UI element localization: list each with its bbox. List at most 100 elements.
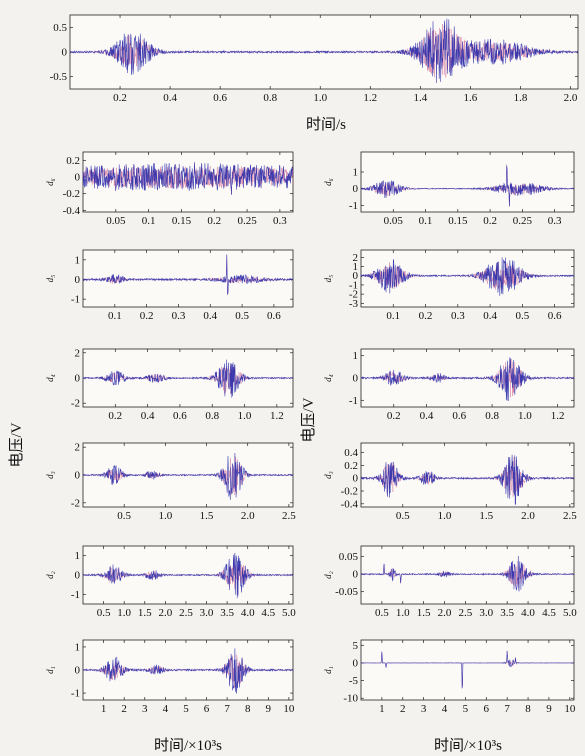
x-tick-label: 0.3 [451, 310, 465, 322]
y-tick-label: -5 [349, 675, 359, 687]
x-tick-label: 0.6 [173, 410, 187, 422]
y-tick-label: -0.4 [341, 498, 359, 510]
panel-y-label: d₂ [323, 571, 333, 579]
x-tick-label: 0.2 [419, 310, 433, 322]
x-tick-label: 2.5 [563, 510, 577, 522]
x-tick-label: 0.6 [452, 410, 466, 422]
signal-line [360, 165, 575, 207]
x-tick-label: 1.0 [518, 410, 532, 422]
y-tick-label: -0.2 [341, 486, 358, 498]
y-tick-label: 1 [353, 261, 359, 273]
x-tick-label: 0.2 [483, 215, 497, 227]
x-tick-label: 0.05 [384, 215, 404, 227]
signal-line [82, 254, 294, 295]
x-tick-label: 5 [463, 703, 469, 715]
y-tick-label: 0.2 [344, 460, 358, 472]
y-tick-label: -0.5 [50, 71, 68, 83]
y-tick-label: 1 [353, 350, 359, 362]
y-tick-label: 2 [353, 252, 359, 264]
x-tick-label: 10 [283, 703, 295, 715]
panel-R1: 0.05 0.1 0.15 0.2 0.25 0.3 1 0 -1 d₆ [323, 151, 575, 227]
y-tick-label: -1 [71, 589, 80, 601]
x-tick-label: 5.0 [282, 607, 296, 619]
plot-frame [360, 151, 575, 213]
x-tick-label: 0.4 [420, 410, 434, 422]
x-tick-label: 2.0 [438, 607, 452, 619]
signal-line [360, 454, 575, 505]
x-tick-label: 8 [525, 703, 531, 715]
x-tick-label: 1.0 [117, 607, 131, 619]
y-tick-label: -2 [349, 289, 358, 301]
x-tick-label: 1.5 [138, 607, 152, 619]
panel-y-label: d₅ [45, 275, 55, 283]
x-tick-label: 0.8 [485, 410, 499, 422]
signal-overlay-line [82, 164, 294, 195]
left-y-axis-title: 电压/V [8, 422, 25, 467]
y-tick-label: 0.2 [66, 155, 80, 167]
x-tick-label: 3.5 [220, 607, 234, 619]
x-tick-label: 0.4 [483, 310, 497, 322]
y-tick-label: 1 [353, 167, 359, 179]
y-tick-label: 1 [75, 550, 81, 562]
x-tick-label: 0.2 [387, 410, 401, 422]
x-tick-label: 4 [163, 703, 169, 715]
x-tick-label: 3.0 [200, 607, 214, 619]
y-tick-label: 2 [75, 442, 81, 454]
x-tick-label: 3.0 [479, 607, 493, 619]
y-tick-label: 1 [75, 254, 81, 266]
x-tick-label: 4.5 [542, 607, 556, 619]
signal-line [82, 648, 294, 694]
panel-y-label: d₆ [45, 178, 55, 186]
panel-L5: 0.5 1.0 1.5 2.0 2.5 3.0 3.5 4.0 4.5 5.0 1 0 -1 d₂ [45, 545, 296, 619]
y-tick-label: 0 [353, 569, 359, 581]
x-tick-label: 9 [546, 703, 552, 715]
x-tick-label: 0.2 [113, 92, 127, 104]
x-tick-label: 2.5 [179, 607, 193, 619]
x-tick-label: 5.0 [563, 607, 577, 619]
y-tick-label: -1 [71, 688, 80, 700]
x-tick-label: 1.0 [238, 410, 252, 422]
x-tick-label: 1.5 [200, 510, 214, 522]
x-tick-label: 0.8 [263, 92, 277, 104]
x-tick-label: 0.5 [97, 607, 111, 619]
x-tick-label: 2.0 [158, 607, 172, 619]
y-tick-label: 0 [353, 270, 359, 282]
panel-R5: 0.5 1.0 1.5 2.0 2.5 3.0 3.5 4.0 4.5 5.0 0.05 0 -0.05… [323, 545, 577, 619]
x-tick-label: 2.5 [282, 510, 296, 522]
top-x-axis-title: 时间/s [306, 116, 346, 133]
x-tick-label: 1.2 [363, 92, 377, 104]
x-tick-label: 0.5 [117, 510, 131, 522]
y-tick-label: -1 [349, 279, 358, 291]
left-x-axis-title: 时间/×10³s [154, 737, 222, 754]
plot-frame [360, 639, 575, 701]
signal-line [360, 555, 575, 592]
x-tick-label: 0.3 [172, 310, 186, 322]
panel-top: 0.2 0.4 0.6 0.8 1.0 1.2 1.4 1.6 1.8 2.0 0.5 0 -0.5 [50, 14, 579, 104]
signal-line [360, 257, 575, 296]
x-tick-label: 3 [142, 703, 148, 715]
y-tick-label: 0 [75, 274, 81, 286]
x-tick-label: 4.0 [241, 607, 255, 619]
x-tick-label: 7 [224, 703, 230, 715]
x-tick-label: 1.5 [479, 510, 493, 522]
y-tick-label: 0.4 [344, 447, 358, 459]
panel-R2: 0.1 0.2 0.3 0.4 0.5 0.6 210-1-2-3 d₅ [323, 249, 575, 322]
panel-y-label: d₅ [323, 275, 333, 283]
panel-L4: 0.5 1.0 1.5 2.0 2.5 2 0 -2 d₃ [45, 442, 296, 522]
x-tick-label: 1.8 [514, 92, 528, 104]
y-tick-label: 0 [75, 172, 81, 184]
signal-line [360, 357, 575, 402]
panel-L1: 0.05 0.1 0.15 0.2 0.25 0.3 0.2 0 -0.2 -0.4 d₆ [45, 151, 294, 227]
x-tick-label: 0.2 [207, 215, 221, 227]
right-x-axis-title: 时间/×10³s [434, 737, 502, 754]
y-tick-label: -2 [71, 497, 80, 509]
x-tick-label: 0.3 [548, 215, 562, 227]
signal-line [82, 552, 294, 599]
panel-y-label: d₁ [323, 666, 333, 674]
x-tick-label: 7 [504, 703, 510, 715]
x-tick-label: 0.1 [108, 310, 122, 322]
x-tick-label: 1.6 [464, 92, 478, 104]
x-tick-label: 0.4 [203, 310, 217, 322]
panel-y-label: d₃ [45, 471, 55, 479]
